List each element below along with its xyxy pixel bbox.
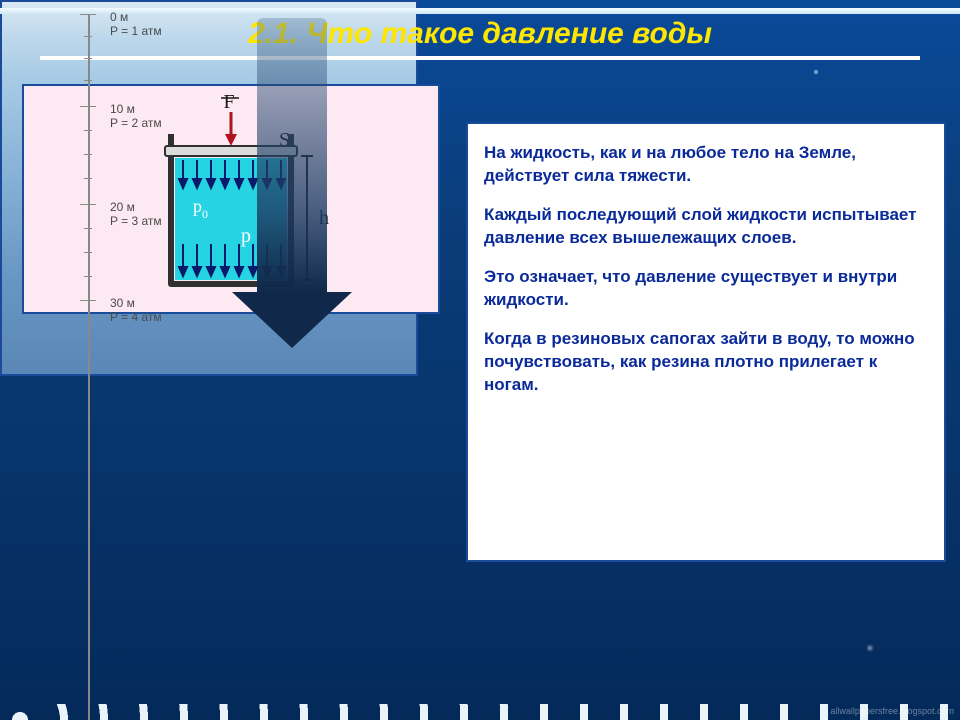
- ruler-tick: [84, 58, 92, 59]
- ruler-tick: [80, 204, 96, 205]
- depth-level-1: 10 м P = 2 атм: [110, 102, 162, 130]
- depth-value: 10 м: [110, 102, 162, 116]
- pressure-value: P = 1 атм: [110, 24, 162, 38]
- ruler-tick: [80, 14, 96, 15]
- ruler-tick: [84, 228, 92, 229]
- water-surface: [0, 8, 418, 14]
- credit-text: allwallpapersfree.blogspot.com: [830, 706, 954, 716]
- ruler-tick: [84, 36, 92, 37]
- depth-value: 20 м: [110, 200, 162, 214]
- pressure-arrow-icon: [232, 18, 352, 348]
- ruler-tick: [84, 130, 92, 131]
- pressure-value: P = 4 атм: [110, 310, 162, 324]
- depth-level-3: 30 м P = 4 атм: [110, 296, 162, 324]
- depth-ruler: [88, 14, 90, 376]
- ruler-tick: [80, 106, 96, 107]
- title-underline: [40, 56, 920, 60]
- vessel-diagram-panel: F S: [22, 84, 440, 314]
- depth-value: 30 м: [110, 296, 162, 310]
- paragraph-1: На жидкость, как и на любое тело на Земл…: [484, 142, 928, 188]
- ruler-tick: [84, 178, 92, 179]
- paragraph-4: Когда в резиновых сапогах зайти в воду, …: [484, 328, 928, 397]
- paragraph-2: Каждый последующий слой жидкости испытыв…: [484, 204, 928, 250]
- text-panel: На жидкость, как и на любое тело на Земл…: [466, 122, 946, 562]
- ruler-tick: [84, 276, 92, 277]
- depth-level-2: 20 м P = 3 атм: [110, 200, 162, 228]
- depth-value: 0 м: [110, 10, 162, 24]
- ruler-tick: [80, 300, 96, 301]
- ruler-tick: [84, 154, 92, 155]
- depth-level-0: 0 м P = 1 атм: [110, 10, 162, 38]
- ruler-tick: [84, 252, 92, 253]
- pressure-value: P = 3 атм: [110, 214, 162, 228]
- ruler-tick: [84, 80, 92, 81]
- pressure-value: P = 2 атм: [110, 116, 162, 130]
- paragraph-3: Это означает, что давление существует и …: [484, 266, 928, 312]
